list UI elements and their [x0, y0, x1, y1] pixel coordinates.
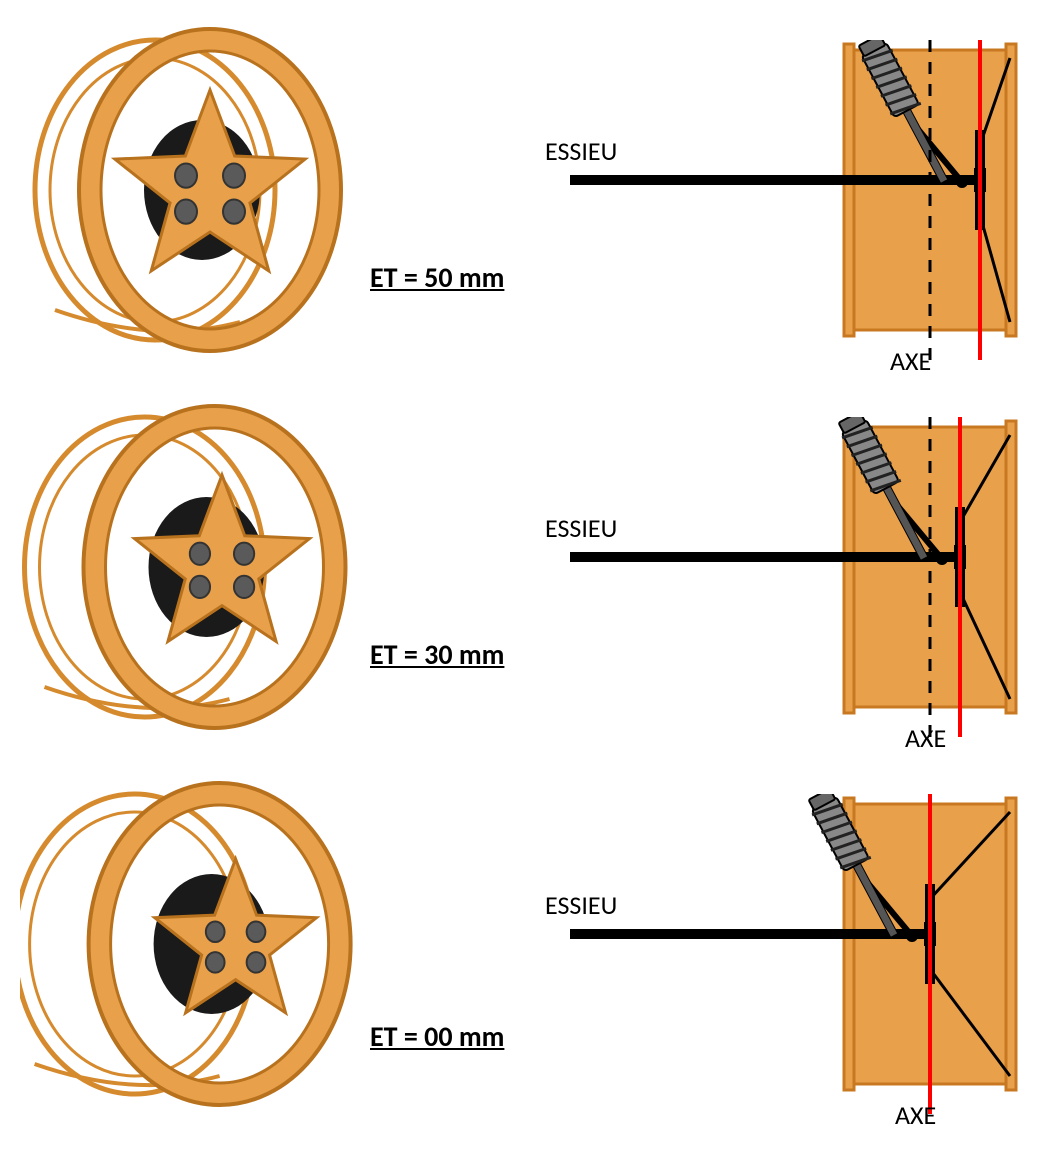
wheel-perspective-icon — [20, 774, 380, 1119]
centerline-label: AXE — [905, 722, 946, 754]
offset-value-label: ET = 00 mm — [370, 1019, 504, 1054]
centerline-label: AXE — [890, 345, 931, 377]
diagram-row-1: ET = 30 mmESSIEUAXE — [0, 377, 1047, 754]
offset-value-label: ET = 50 mm — [370, 260, 504, 295]
wheel-perspective-icon — [20, 397, 380, 742]
offset-value-label: ET = 30 mm — [370, 637, 504, 672]
wheel-cross-section-icon — [570, 794, 1047, 1159]
wheel-cross-section-icon — [570, 417, 1047, 782]
diagram-row-0: ET = 50 mmESSIEUAXE — [0, 0, 1047, 377]
diagram-row-2: ET = 00 mmESSIEUAXE — [0, 754, 1047, 1131]
centerline-label: AXE — [895, 1099, 936, 1131]
wheel-cross-section-icon — [570, 40, 1047, 405]
wheel-perspective-icon — [20, 20, 380, 365]
